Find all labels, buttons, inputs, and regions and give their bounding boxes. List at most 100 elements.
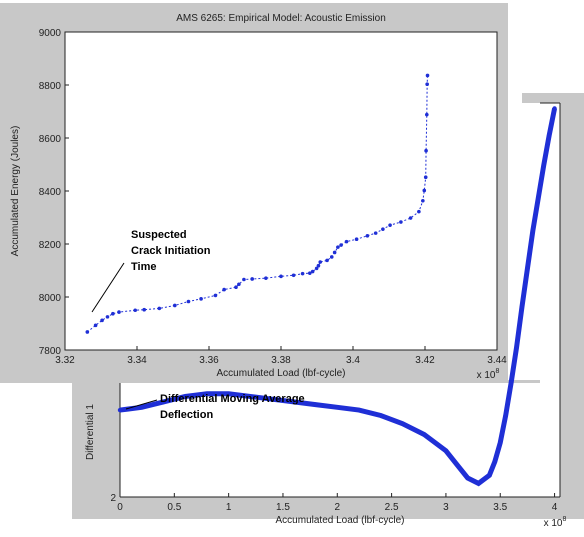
data-point [336,245,340,249]
data-point [117,310,121,314]
data-point [93,323,98,328]
data-point [332,250,337,255]
data-point [310,269,315,274]
x-tick-label: 3.42 [415,355,435,366]
data-point [514,345,519,350]
data-point [536,195,541,201]
data-point [422,188,427,193]
data-point [421,432,427,437]
data-point [279,274,283,279]
y-tick-label: 8200 [39,240,62,251]
back-plot-area [120,103,560,497]
data-point [329,255,334,259]
front-series-points [85,73,430,334]
data-point [157,306,162,311]
x-tick-label: 1 [226,502,232,513]
data-point [503,413,508,418]
data-point [476,481,481,486]
data-point [213,293,218,298]
data-point [408,216,413,220]
front-plot-area [64,31,498,351]
x-tick-label: 3.34 [127,355,147,366]
data-point [226,391,231,396]
data-point [173,303,177,308]
data-point [492,459,498,464]
data-point [308,271,312,275]
data-point [344,239,349,244]
x-tick-label: 3.44 [487,355,507,366]
x-tick-label: 2.5 [385,502,399,513]
data-point [264,276,268,280]
data-point [400,421,405,426]
data-point [248,394,253,399]
x-tick-label: 3.36 [199,355,219,366]
x-tick-label: 3.4 [346,355,360,366]
data-point [425,73,430,78]
front-x-ticks: 3.32 3.34 3.36 3.38 3.4 3.42 3.44 [55,346,507,366]
back-x-multiplier: x 108 [544,516,567,529]
data-point [314,266,319,271]
data-point [425,112,429,117]
data-point [318,260,323,264]
data-point [139,405,144,410]
x-tick-label: 0.5 [167,502,181,513]
x-tick-label: 4 [552,502,558,513]
data-point [354,237,359,242]
data-point [454,462,459,467]
y-tick-label: 8600 [39,134,62,145]
data-point [399,220,403,224]
data-point [237,282,241,287]
data-point [541,163,546,168]
data-point [242,277,246,282]
data-point [487,473,492,478]
data-point [186,299,191,304]
front-x-axis-label: Accumulated Load (lbf-cycle) [217,368,346,379]
data-point [234,285,238,289]
y-tick-label: 9000 [39,28,62,39]
data-point [388,223,392,227]
data-point [111,311,115,316]
front-y-axis-label: Accumulated Energy (Joules) [10,126,21,257]
data-point [378,413,383,418]
back-figure: 0 0.5 1 1.5 2 2.5 3 3.5 4 2 2.5 Accumulated Load … [72,93,584,529]
data-point [519,304,525,309]
data-point [365,233,370,238]
data-point [204,391,210,396]
data-point [443,448,449,454]
data-point [552,106,557,111]
data-point [105,315,110,319]
back-annotation-line-2: Deflection [160,409,213,421]
data-point [182,394,188,399]
front-annotation-line-3: Time [131,261,156,273]
front-annotation-line-1: Suspected [131,229,187,241]
x-tick-label: 3 [443,502,449,513]
data-point [546,133,552,138]
data-point [356,407,362,413]
back-x-ticks: 0 0.5 1 1.5 2 2.5 3 3.5 4 [117,493,558,513]
x-tick-label: 1.5 [276,502,290,513]
y-tick-label: 8400 [39,187,62,198]
data-point [313,402,318,407]
data-point [424,148,428,153]
data-point [423,175,428,180]
data-point [335,405,340,410]
data-point [373,231,378,235]
back-y-axis-label: Differential 1 [85,404,96,460]
data-point [161,399,166,405]
x-tick-label: 0 [117,502,123,513]
back-series-points [117,106,558,487]
data-point [316,263,321,268]
x-tick-label: 2 [335,502,341,513]
data-point [498,440,503,445]
data-point [421,199,425,203]
data-point [325,258,329,263]
data-point [417,209,421,214]
data-point [85,330,90,334]
data-point [525,266,530,271]
x-tick-label: 3.5 [493,502,507,513]
front-y-ticks: 7800 8000 8200 8400 8600 8800 9000 [39,28,69,357]
front-chart-title: AMS 6265: Empirical Model: Acoustic Emis… [176,13,386,24]
y-tick-label: 8800 [39,81,62,92]
data-point [133,308,137,313]
data-point [222,287,226,292]
